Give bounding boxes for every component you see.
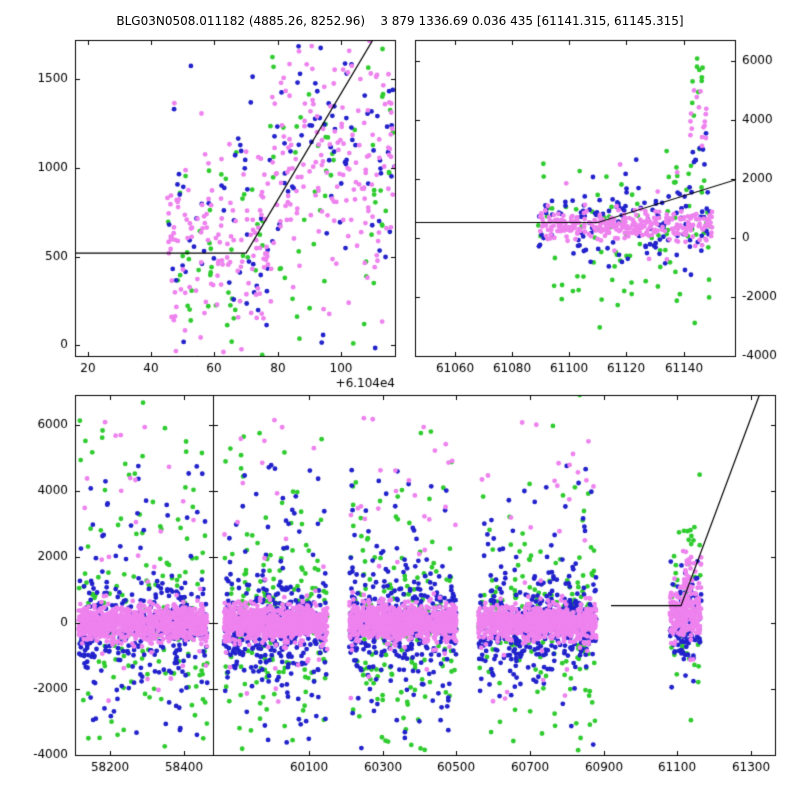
figure-title: BLG03N0508.011182 (4885.26, 8252.96) 3 8… [116,14,684,28]
